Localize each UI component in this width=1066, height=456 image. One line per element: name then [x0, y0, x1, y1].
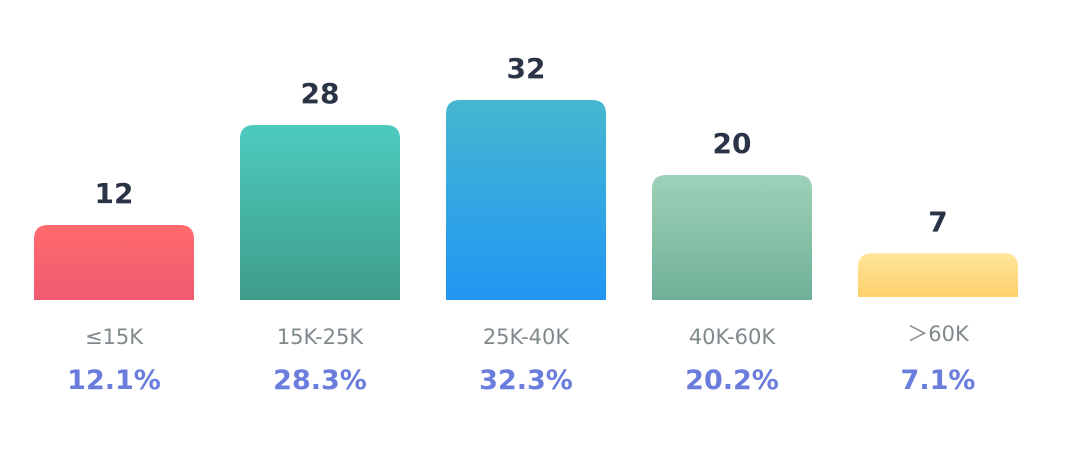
bar-2	[446, 100, 606, 300]
bar-1	[240, 125, 400, 300]
value-label-0: 12	[95, 177, 134, 210]
percentage-labels-group: 12.1% 28.3% 32.3% 20.2% 7.1%	[67, 365, 975, 396]
value-label-1: 28	[301, 77, 340, 110]
value-label-4: 7	[928, 205, 947, 238]
value-label-2: 32	[507, 52, 546, 85]
bar-4	[858, 253, 1018, 297]
percentage-label-1: 28.3%	[273, 365, 367, 396]
category-label-2: 25K-40K	[483, 325, 571, 349]
category-label-3: 40K-60K	[689, 325, 777, 349]
category-label-4: ＞60K	[907, 322, 970, 346]
percentage-label-0: 12.1%	[67, 365, 161, 396]
category-label-1: 15K-25K	[277, 325, 365, 349]
bar-3	[652, 175, 812, 300]
value-labels-group: 12 28 32 20 7	[95, 52, 948, 238]
percentage-label-2: 32.3%	[479, 365, 573, 396]
bar-0	[34, 225, 194, 300]
category-label-0: ≤15K	[85, 325, 144, 349]
category-labels-group: ≤15K 15K-25K 25K-40K 40K-60K ＞60K	[85, 322, 970, 349]
percentage-label-3: 20.2%	[685, 365, 779, 396]
percentage-label-4: 7.1%	[901, 365, 976, 396]
value-label-3: 20	[713, 127, 752, 160]
bars-group	[34, 100, 1018, 300]
